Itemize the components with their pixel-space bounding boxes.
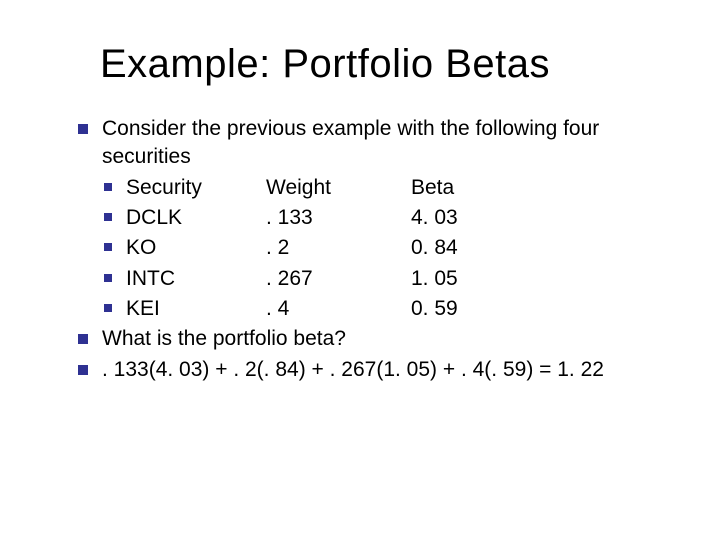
table-header-row: Security Weight Beta — [104, 174, 720, 202]
table-row: KO . 2 0. 84 — [104, 234, 720, 262]
cell-security: INTC — [126, 265, 266, 293]
bullet-item-2: What is the portfolio beta? — [78, 325, 720, 353]
table-row: INTC . 267 1. 05 — [104, 265, 720, 293]
cell-weight: . 2 — [266, 234, 411, 262]
cell-beta: 4. 03 — [411, 204, 531, 232]
square-bullet-icon — [104, 243, 112, 251]
square-bullet-icon — [78, 334, 88, 344]
bullet-text: . 133(4. 03) + . 2(. 84) + . 267(1. 05) … — [102, 356, 720, 384]
cell-weight: . 133 — [266, 204, 411, 232]
cell-security: KO — [126, 234, 266, 262]
col-beta-header: Beta — [411, 174, 531, 202]
table-row: KEI . 4 0. 59 — [104, 295, 720, 323]
bullet-text: What is the portfolio beta? — [102, 325, 720, 353]
col-weight-header: Weight — [266, 174, 411, 202]
col-security-header: Security — [126, 174, 266, 202]
square-bullet-icon — [104, 304, 112, 312]
securities-table: Security Weight Beta DCLK . 133 4. 03 — [78, 174, 720, 324]
cell-beta: 0. 84 — [411, 234, 531, 262]
cell-beta: 0. 59 — [411, 295, 531, 323]
cell-weight: . 267 — [266, 265, 411, 293]
cell-beta: 1. 05 — [411, 265, 531, 293]
slide-title: Example: Portfolio Betas — [0, 0, 720, 87]
square-bullet-icon — [104, 213, 112, 221]
square-bullet-icon — [104, 274, 112, 282]
square-bullet-icon — [78, 365, 88, 375]
slide: Example: Portfolio Betas Consider the pr… — [0, 0, 720, 540]
cell-weight: . 4 — [266, 295, 411, 323]
table-row: DCLK . 133 4. 03 — [104, 204, 720, 232]
slide-body: Consider the previous example with the f… — [0, 87, 720, 384]
cell-security: DCLK — [126, 204, 266, 232]
square-bullet-icon — [78, 124, 88, 134]
square-bullet-icon — [104, 183, 112, 191]
bullet-item-1: Consider the previous example with the f… — [78, 115, 720, 172]
bullet-item-3: . 133(4. 03) + . 2(. 84) + . 267(1. 05) … — [78, 356, 720, 384]
bullet-text: Consider the previous example with the f… — [102, 115, 720, 172]
cell-security: KEI — [126, 295, 266, 323]
